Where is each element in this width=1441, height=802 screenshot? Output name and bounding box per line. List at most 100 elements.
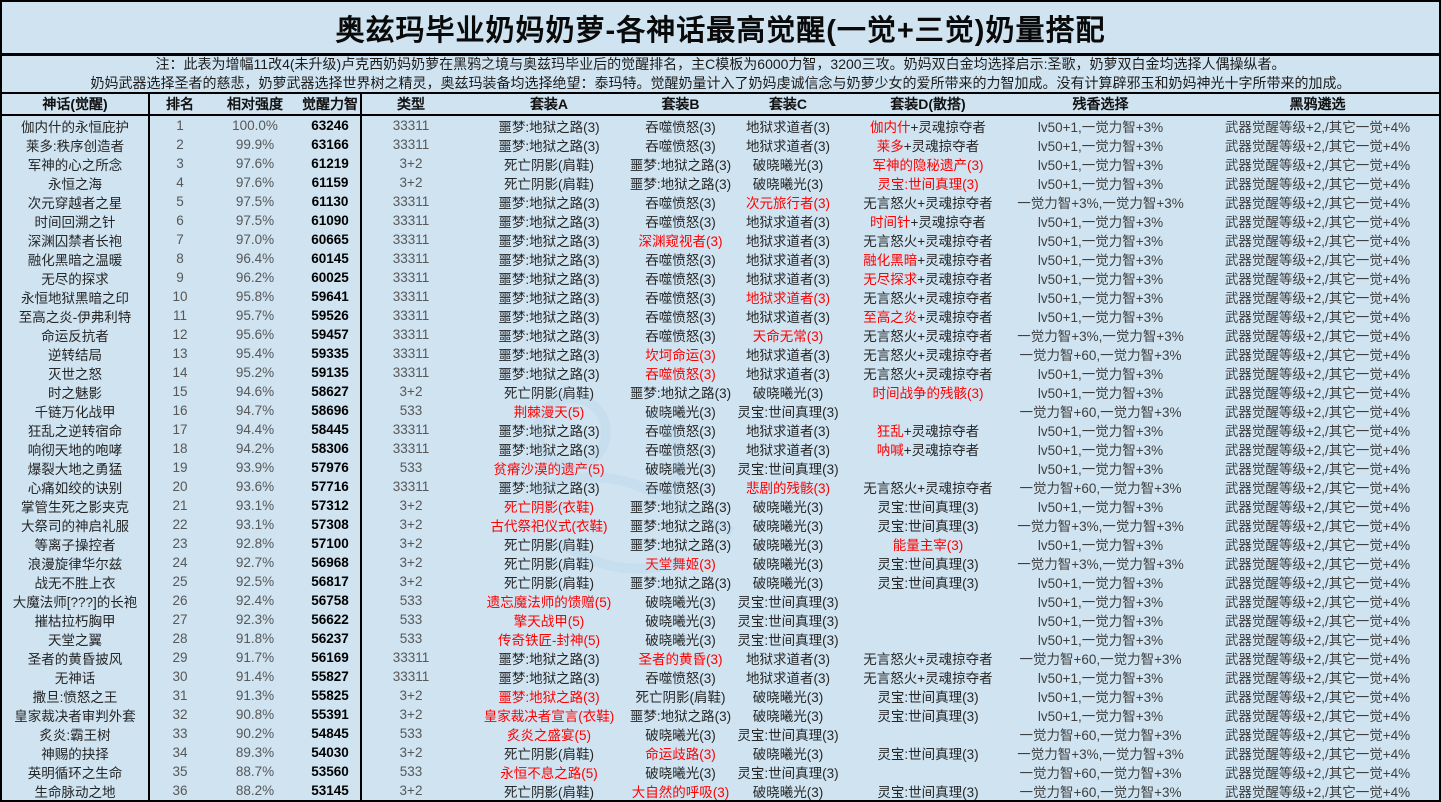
set-d-cell[interactable]: 灵宝:世间真理(3) <box>853 743 1003 762</box>
crow-selection-cell[interactable]: 武器觉醒等级+2,/其它一觉+4% <box>1224 404 1411 420</box>
set-a-cell[interactable]: 噩梦:地狱之路(3) <box>460 211 638 230</box>
set-a-cell[interactable]: 传奇铁匠-封神(5) <box>460 629 638 648</box>
myth-name-cell[interactable]: 军神的心之所念 <box>27 157 123 173</box>
set-d-cell[interactable] <box>853 458 1003 477</box>
set-a-cell[interactable]: 噩梦:地狱之路(3) <box>460 268 638 287</box>
set-d-cell[interactable]: 呐喊 +灵魂掠夺者 <box>853 439 1003 458</box>
incense-choice-cell[interactable]: lv50+1,一觉力智+3% <box>1037 138 1164 154</box>
crow-selection-cell[interactable]: 武器觉醒等级+2,/其它一觉+4% <box>1224 480 1411 496</box>
rank-cell[interactable]: 27 <box>148 610 210 629</box>
relative-strength-cell[interactable]: 93.1% <box>235 517 275 532</box>
relative-strength-cell[interactable]: 92.4% <box>235 593 275 608</box>
rank-cell[interactable]: 34 <box>148 743 210 762</box>
set-b-cell[interactable]: 破晓曦光(3) <box>638 401 723 420</box>
set-b-cell[interactable]: 噩梦:地狱之路(3) <box>630 534 731 553</box>
awakening-stat-cell[interactable]: 63246 <box>311 118 349 133</box>
crow-selection-cell[interactable]: 武器觉醒等级+2,/其它一觉+4% <box>1224 347 1411 363</box>
crow-selection-cell[interactable]: 武器觉醒等级+2,/其它一觉+4% <box>1224 575 1411 591</box>
crow-selection-cell[interactable]: 武器觉醒等级+2,/其它一觉+4% <box>1224 442 1411 458</box>
incense-choice-cell[interactable]: lv50+1,一觉力智+3% <box>1037 423 1164 439</box>
relative-strength-cell[interactable]: 95.8% <box>235 289 275 304</box>
crow-selection-cell[interactable]: 武器觉醒等级+2,/其它一觉+4% <box>1224 271 1411 287</box>
incense-choice-cell[interactable]: lv50+1,一觉力智+3% <box>1037 632 1164 648</box>
incense-choice-cell[interactable]: lv50+1,一觉力智+3% <box>1037 594 1164 610</box>
set-c-cell[interactable]: 地狱求道者(3) <box>723 287 853 306</box>
crow-selection-cell[interactable]: 武器觉醒等级+2,/其它一觉+4% <box>1224 328 1411 344</box>
set-b-cell[interactable]: 破晓曦光(3) <box>638 591 723 610</box>
awakening-stat-cell[interactable]: 61159 <box>311 175 349 190</box>
awakening-stat-cell[interactable]: 53560 <box>311 764 349 779</box>
myth-name-cell[interactable]: 永恒地狱黑暗之印 <box>21 290 129 306</box>
set-d-cell[interactable] <box>853 591 1003 610</box>
incense-choice-cell[interactable]: lv50+1,一觉力智+3% <box>1037 613 1164 629</box>
set-d-cell[interactable]: 灵宝:世间真理(3) <box>853 496 1003 515</box>
set-c-cell[interactable]: 灵宝:世间真理(3) <box>723 610 853 629</box>
myth-name-cell[interactable]: 时间回溯之针 <box>34 214 116 230</box>
set-d-cell[interactable] <box>853 724 1003 743</box>
column-header-rank[interactable]: 排名 <box>148 94 210 114</box>
rank-cell[interactable]: 10 <box>148 287 210 306</box>
set-d-cell[interactable]: 融化黑暗 +灵魂掠夺者 <box>853 249 1003 268</box>
set-type-cell[interactable]: 533 <box>360 629 460 648</box>
set-type-cell[interactable]: 533 <box>360 401 460 420</box>
incense-choice-cell[interactable]: lv50+1,一觉力智+3% <box>1037 670 1164 686</box>
set-type-cell[interactable]: 533 <box>360 762 460 781</box>
set-b-cell[interactable]: 噩梦:地狱之路(3) <box>630 173 731 192</box>
rank-cell[interactable]: 36 <box>148 781 210 800</box>
relative-strength-cell[interactable]: 97.6% <box>235 175 275 190</box>
set-type-cell[interactable]: 3+2 <box>360 781 460 800</box>
set-b-cell[interactable]: 吞噬愤怒(3) <box>638 116 723 135</box>
awakening-stat-cell[interactable]: 53145 <box>311 783 349 798</box>
incense-choice-cell[interactable]: lv50+1,一觉力智+3% <box>1037 233 1164 249</box>
awakening-stat-cell[interactable]: 57976 <box>311 460 349 475</box>
rank-cell[interactable]: 35 <box>148 762 210 781</box>
set-a-cell[interactable]: 死亡阴影(肩鞋) <box>460 743 638 762</box>
set-type-cell[interactable]: 3+2 <box>360 173 460 192</box>
relative-strength-cell[interactable]: 97.0% <box>235 232 275 247</box>
set-b-cell[interactable]: 吞噬愤怒(3) <box>638 667 723 686</box>
set-a-cell[interactable]: 噩梦:地狱之路(3) <box>460 230 638 249</box>
set-type-cell[interactable]: 33311 <box>360 192 460 211</box>
set-b-cell[interactable]: 吞噬愤怒(3) <box>638 325 723 344</box>
rank-cell[interactable]: 22 <box>148 515 210 534</box>
set-d-cell[interactable]: 至高之炎 +灵魂掠夺者 <box>853 306 1003 325</box>
awakening-stat-cell[interactable]: 60145 <box>311 251 349 266</box>
crow-selection-cell[interactable]: 武器觉醒等级+2,/其它一觉+4% <box>1224 309 1411 325</box>
set-b-cell[interactable]: 破晓曦光(3) <box>638 610 723 629</box>
set-type-cell[interactable]: 33311 <box>360 135 460 154</box>
set-a-cell[interactable]: 皇家裁决者宣言(衣鞋) <box>460 705 638 724</box>
myth-name-cell[interactable]: 大魔法师[???]的长袍 <box>12 594 138 610</box>
incense-choice-cell[interactable]: lv50+1,一觉力智+3% <box>1037 461 1164 477</box>
awakening-stat-cell[interactable]: 56817 <box>311 574 349 589</box>
set-b-cell[interactable]: 噩梦:地狱之路(3) <box>630 705 731 724</box>
awakening-stat-cell[interactable]: 60025 <box>311 270 349 285</box>
incense-choice-cell[interactable]: lv50+1,一觉力智+3% <box>1037 309 1164 325</box>
column-header-strength[interactable]: 相对强度 <box>227 96 283 112</box>
crow-selection-cell[interactable]: 武器觉醒等级+2,/其它一觉+4% <box>1224 176 1411 192</box>
set-c-cell[interactable]: 灵宝:世间真理(3) <box>723 401 853 420</box>
set-a-cell[interactable]: 死亡阴影(肩鞋) <box>460 534 638 553</box>
set-type-cell[interactable]: 533 <box>360 458 460 477</box>
set-c-cell[interactable]: 破晓曦光(3) <box>723 553 853 572</box>
set-b-cell[interactable]: 破晓曦光(3) <box>638 629 723 648</box>
set-c-cell[interactable]: 地狱求道者(3) <box>723 420 853 439</box>
set-a-cell[interactable]: 噩梦:地狱之路(3) <box>460 439 638 458</box>
set-b-cell[interactable]: 吞噬愤怒(3) <box>638 439 723 458</box>
set-a-cell[interactable]: 噩梦:地狱之路(3) <box>460 477 638 496</box>
set-a-cell[interactable]: 噩梦:地狱之路(3) <box>460 249 638 268</box>
relative-strength-cell[interactable]: 93.9% <box>235 460 275 475</box>
crow-selection-cell[interactable]: 武器觉醒等级+2,/其它一觉+4% <box>1224 119 1411 135</box>
incense-choice-cell[interactable]: 一觉力智+3%,一觉力智+3% <box>1017 328 1184 344</box>
column-header-incense[interactable]: 残香选择 <box>1072 96 1129 112</box>
crow-selection-cell[interactable]: 武器觉醒等级+2,/其它一觉+4% <box>1224 632 1411 648</box>
awakening-stat-cell[interactable]: 56622 <box>311 612 349 627</box>
myth-name-cell[interactable]: 命运反抗者 <box>41 328 109 344</box>
crow-selection-cell[interactable]: 武器觉醒等级+2,/其它一觉+4% <box>1224 138 1411 154</box>
rank-cell[interactable]: 32 <box>148 705 210 724</box>
incense-choice-cell[interactable]: lv50+1,一觉力智+3% <box>1037 157 1164 173</box>
incense-choice-cell[interactable]: lv50+1,一觉力智+3% <box>1037 442 1164 458</box>
relative-strength-cell[interactable]: 96.4% <box>235 251 275 266</box>
set-type-cell[interactable]: 33311 <box>360 439 460 458</box>
set-type-cell[interactable]: 3+2 <box>360 515 460 534</box>
set-a-cell[interactable]: 噩梦:地狱之路(3) <box>460 667 638 686</box>
